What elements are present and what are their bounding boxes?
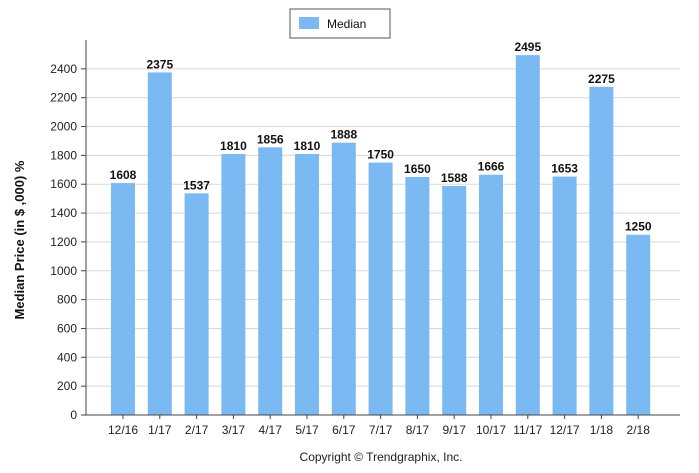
bar-1-17 [147, 72, 172, 416]
bar-6-17 [331, 142, 356, 415]
y-tick-label: 0 [70, 408, 77, 422]
data-label: 1650 [404, 162, 431, 176]
x-tick-label: 4/17 [259, 423, 283, 437]
y-tick-label: 1000 [50, 264, 77, 278]
bar-10-17 [479, 174, 503, 415]
bar-12-17 [552, 176, 577, 415]
y-tick-label: 800 [57, 293, 77, 307]
bar-1-18 [589, 86, 614, 415]
y-tick-label: 1200 [50, 235, 77, 249]
data-label: 1537 [183, 178, 210, 192]
data-label: 1810 [294, 139, 321, 153]
x-tick-label: 1/17 [148, 423, 172, 437]
data-label: 1856 [257, 132, 284, 146]
y-tick-label: 2200 [50, 91, 77, 105]
bars [111, 55, 651, 416]
x-tick-label: 8/17 [406, 423, 430, 437]
bar-8-17 [405, 177, 430, 415]
data-label: 1750 [367, 148, 394, 162]
legend-swatch-median [299, 17, 319, 29]
data-label: 1666 [478, 160, 505, 174]
data-label: 1588 [441, 171, 468, 185]
bar-4-17 [258, 147, 283, 416]
x-tick-label: 5/17 [295, 423, 319, 437]
y-tick-labels: 0 200 400 600 800 1000 1200 1400 1600 1800 2000 220… [50, 62, 77, 422]
x-tick-label: 2/18 [627, 423, 651, 437]
x-tick-label: 2/17 [185, 423, 209, 437]
data-label: 2375 [146, 57, 173, 71]
bar-11-17 [515, 55, 540, 416]
bar-5-17 [295, 153, 319, 415]
data-label: 1810 [220, 139, 247, 153]
legend: Median [289, 8, 391, 39]
x-tick-label: 1/18 [590, 423, 614, 437]
bar-2-18 [626, 234, 651, 415]
y-tick-label: 1800 [50, 148, 77, 162]
bar-9-17 [442, 185, 467, 415]
x-tick-label: 6/17 [332, 423, 356, 437]
y-tick-label: 400 [57, 350, 77, 364]
x-tick-label: 9/17 [443, 423, 467, 437]
y-tick-label: 1600 [50, 177, 77, 191]
bar-3-17 [221, 153, 246, 415]
bar-7-17 [368, 162, 393, 415]
bar-2-17 [184, 193, 209, 415]
y-tick-label: 200 [57, 379, 77, 393]
x-tick-labels: 12/16 1/17 2/17 3/17 4/17 5/17 6/17 7/17 8/17 9/1… [108, 423, 650, 437]
y-tick-label: 2400 [50, 62, 77, 76]
x-tick-label: 10/17 [476, 423, 506, 437]
data-label: 1653 [551, 162, 578, 176]
y-tick-label: 1400 [50, 206, 77, 220]
copyright-footer: Copyright © Trendgraphix, Inc. [300, 450, 463, 464]
x-tick-label: 7/17 [369, 423, 393, 437]
bar-12-16 [111, 183, 135, 415]
data-label: 1608 [110, 168, 137, 182]
x-tick-label: 3/17 [222, 423, 246, 437]
x-tick-label: 12/17 [550, 423, 580, 437]
data-label: 1250 [625, 220, 652, 234]
x-tick-label: 12/16 [108, 423, 138, 437]
data-label: 2275 [588, 72, 615, 86]
axes [81, 40, 680, 419]
data-label: 1888 [330, 128, 357, 142]
legend-label-median: Median [327, 17, 366, 31]
y-axis-label: Median Price (in $ ,000) % [12, 160, 27, 319]
y-tick-label: 2000 [50, 120, 77, 134]
y-tick-label: 600 [57, 321, 77, 335]
x-tick-label: 11/17 [513, 423, 542, 437]
data-label: 2495 [514, 40, 541, 54]
data-labels: 1608 2375 1537 1810 1856 1810 1888 1750 1650 1588… [110, 40, 652, 234]
